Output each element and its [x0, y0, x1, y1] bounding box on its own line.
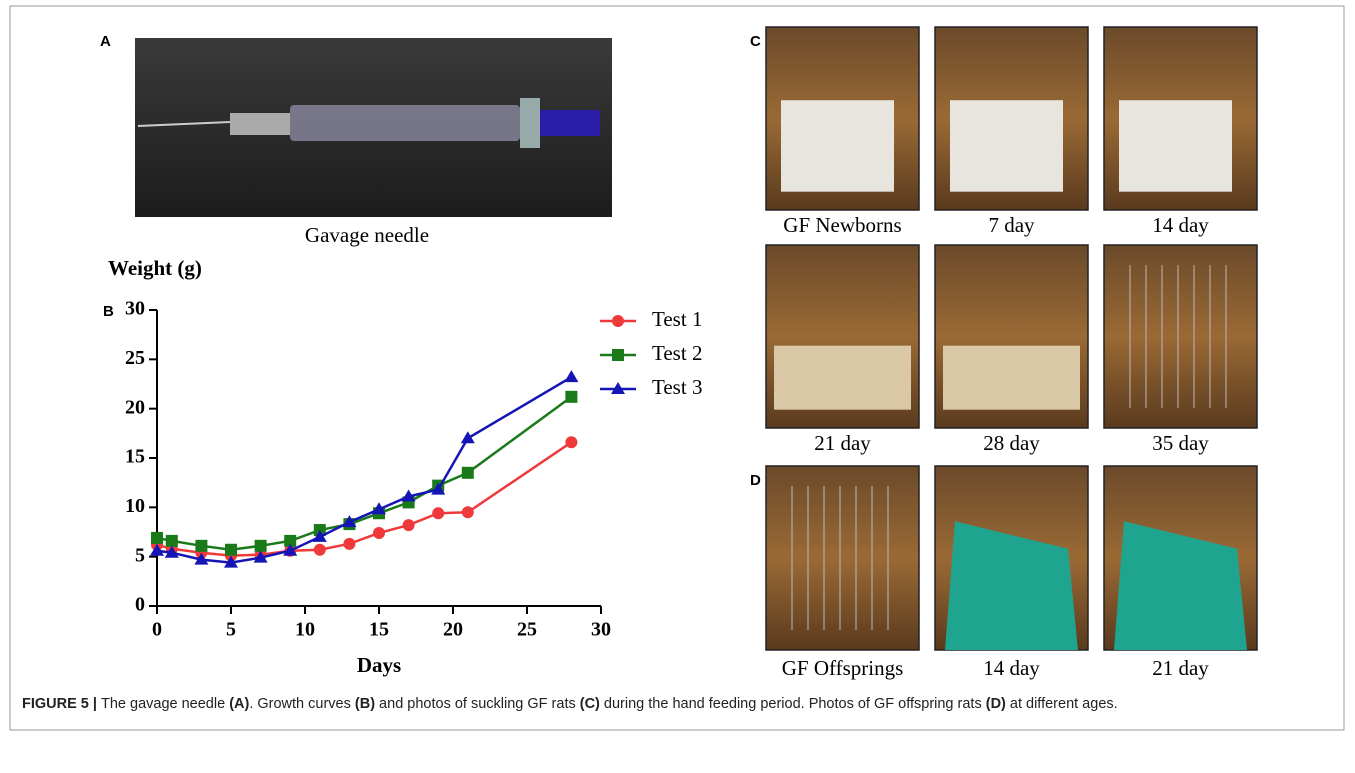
marker — [195, 540, 207, 552]
photo-caption: Gavage needle — [305, 223, 429, 247]
marker — [612, 315, 624, 327]
legend-label: Test 1 — [652, 307, 702, 331]
caption-segment: FIGURE 5 | — [22, 696, 101, 712]
marker — [565, 436, 577, 448]
y-tick-label: 15 — [125, 446, 145, 468]
caption-segment: (A) — [229, 696, 249, 712]
caption-segment: and photos of suckling GF rats — [375, 696, 580, 712]
caption-segment: (C) — [580, 696, 600, 712]
photo-detail — [943, 346, 1080, 410]
legend-label: Test 2 — [652, 341, 702, 365]
series-line — [157, 442, 571, 555]
marker — [612, 349, 624, 361]
marker — [461, 431, 475, 443]
x-tick-label: 10 — [295, 619, 315, 641]
photo-caption: 21 day — [814, 431, 871, 455]
marker — [314, 544, 326, 556]
photo-frame — [766, 466, 919, 650]
photo-caption: 14 day — [1152, 213, 1209, 237]
photo — [1104, 245, 1257, 428]
caption-segment: . Growth curves — [249, 696, 355, 712]
x-tick-label: 5 — [226, 619, 236, 641]
photo-detail — [1119, 100, 1232, 192]
photo-caption: 28 day — [983, 431, 1040, 455]
marker — [225, 544, 237, 556]
y-tick-label: 30 — [125, 298, 145, 320]
caption-segment: (D) — [986, 696, 1006, 712]
marker — [462, 506, 474, 518]
legend-label: Test 3 — [652, 375, 702, 399]
photo — [766, 27, 919, 210]
photo-caption: GF Offsprings — [782, 656, 904, 680]
y-axis-label: Weight (g) — [108, 256, 202, 280]
photo-detail — [781, 100, 894, 192]
x-tick-label: 30 — [591, 619, 611, 641]
photo-detail — [774, 346, 911, 410]
marker — [462, 467, 474, 479]
photo — [766, 245, 919, 428]
marker — [343, 538, 355, 550]
series-line — [157, 397, 571, 550]
x-tick-label: 0 — [152, 619, 162, 641]
photo — [935, 27, 1088, 210]
figure: A Gavage needle B C D 0 5 10 15 20 25 30 0 5 10 15… — [0, 0, 1355, 773]
syringe-photo — [135, 38, 612, 217]
y-tick-label: 20 — [125, 396, 145, 418]
photo — [1104, 27, 1257, 210]
caption-segment: The gavage needle — [101, 696, 229, 712]
y-tick-label: 25 — [125, 347, 145, 369]
marker — [565, 391, 577, 403]
x-tick-label: 25 — [517, 619, 537, 641]
panel-label: A — [100, 33, 111, 50]
panel-label: D — [750, 472, 761, 489]
x-tick-label: 20 — [443, 619, 463, 641]
marker — [373, 527, 385, 539]
marker — [151, 532, 163, 544]
photo-caption: 21 day — [1152, 656, 1209, 680]
page: A Gavage needle B C D 0 5 10 15 20 25 30 0 5 10 15… — [0, 0, 1355, 773]
marker — [166, 535, 178, 547]
photo — [1104, 466, 1257, 650]
photo-caption: 7 day — [988, 213, 1035, 237]
photo-caption: 35 day — [1152, 431, 1209, 455]
panel-label: B — [103, 303, 114, 320]
x-axis-label: Days — [357, 653, 401, 677]
photo-caption: GF Newborns — [783, 213, 901, 237]
y-tick-label: 5 — [135, 544, 145, 566]
series-line — [157, 377, 571, 562]
marker — [564, 370, 578, 382]
caption-segment: at different ages. — [1006, 696, 1118, 712]
photo-grid: GF Newborns 7 day 14 day 21 day 28 day 35 day… — [766, 27, 1257, 680]
marker — [403, 519, 415, 531]
photo — [766, 466, 919, 650]
photo-detail — [950, 100, 1063, 192]
marker — [255, 540, 267, 552]
caption-segment: (B) — [355, 696, 375, 712]
growth-chart: 0 5 10 15 20 25 30 0 5 10 15 20 25 30 Weight (g) Days Te… — [108, 256, 702, 677]
photo-frame — [1104, 245, 1257, 428]
caption-segment: during the hand feeding period. Photos o… — [600, 696, 986, 712]
photo-caption: 14 day — [983, 656, 1040, 680]
x-tick-label: 15 — [369, 619, 389, 641]
panel-label: C — [750, 33, 761, 50]
y-tick-label: 10 — [125, 495, 145, 517]
marker — [432, 507, 444, 519]
photo — [935, 466, 1088, 650]
photo — [935, 245, 1088, 428]
figure-caption: FIGURE 5 | The gavage needle (A). Growth… — [22, 692, 1332, 717]
y-tick-label: 0 — [135, 594, 145, 616]
